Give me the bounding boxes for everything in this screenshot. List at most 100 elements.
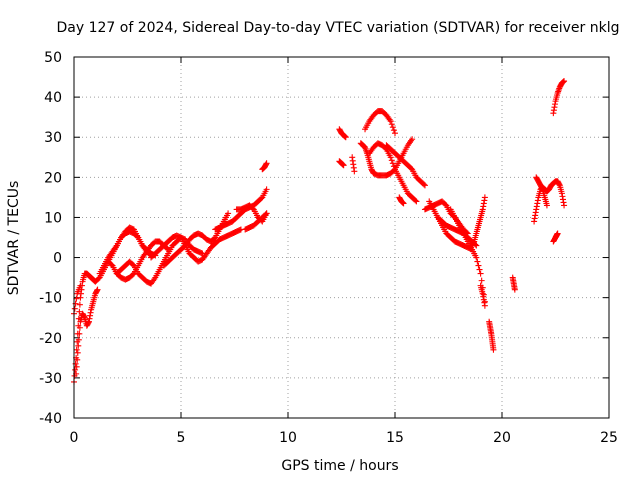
- y-tick-label: -40: [39, 411, 62, 427]
- data-point: [389, 160, 396, 167]
- x-tick-label: 20: [493, 430, 511, 446]
- series-sat-ae: [550, 230, 561, 245]
- data-point: [421, 182, 428, 189]
- data-point: [71, 305, 78, 312]
- series-sat-s: [383, 142, 428, 189]
- data-point: [76, 330, 83, 337]
- series-sat-g: [148, 226, 244, 265]
- data-point: [340, 162, 347, 169]
- y-tick-label: 30: [44, 130, 62, 146]
- data-point: [511, 286, 518, 293]
- data-point: [249, 205, 256, 212]
- data-point: [73, 363, 80, 370]
- data-points: [71, 78, 568, 385]
- series-sat-z: [477, 282, 488, 309]
- data-point: [225, 210, 232, 217]
- data-point: [475, 262, 482, 269]
- data-point: [413, 198, 420, 205]
- data-point: [481, 302, 488, 309]
- data-point: [388, 157, 395, 164]
- data-point: [76, 308, 83, 315]
- data-point: [95, 275, 102, 282]
- data-point: [400, 200, 407, 207]
- data-point: [77, 282, 84, 289]
- y-tick-label: -30: [39, 371, 62, 387]
- axis-ticks: 0 5 10 15 20 25 -40 -30 -20 -10 0 10 20 30 40 50: [39, 50, 618, 446]
- y-tick-label: -10: [39, 291, 62, 307]
- data-point: [73, 346, 80, 353]
- chart-title: Day 127 of 2024, Sidereal Day-to-day VTE…: [57, 20, 620, 36]
- data-point: [72, 366, 79, 373]
- data-point: [94, 286, 101, 293]
- data-point: [442, 201, 449, 208]
- data-point: [474, 258, 481, 265]
- data-point: [263, 186, 270, 193]
- x-tick-label: 5: [177, 430, 186, 446]
- x-axis-label: GPS time / hours: [281, 458, 398, 474]
- data-point: [75, 342, 82, 349]
- series-sat-q: [362, 108, 398, 137]
- series-sat-aa: [486, 318, 497, 353]
- data-point: [164, 245, 171, 252]
- data-point: [74, 356, 81, 363]
- data-point: [74, 349, 81, 356]
- y-tick-label: -20: [39, 331, 62, 347]
- plot-frame: [73, 56, 610, 419]
- x-tick-label: 15: [386, 430, 404, 446]
- data-point: [76, 301, 83, 308]
- data-point: [390, 163, 397, 170]
- data-point: [129, 261, 136, 268]
- series-sat-ad: [533, 174, 550, 209]
- data-point: [392, 130, 398, 137]
- series-sat-af: [550, 78, 568, 117]
- series-sat-ac: [531, 178, 568, 225]
- series-sat-n: [336, 158, 347, 169]
- data-point: [258, 195, 265, 202]
- data-point: [263, 160, 270, 167]
- series-sat-r: [366, 140, 420, 205]
- data-point: [420, 181, 427, 188]
- series-sat-l: [259, 160, 270, 173]
- series-sat-b: [73, 286, 101, 377]
- y-tick-label: 20: [44, 170, 62, 186]
- data-point: [390, 127, 397, 134]
- data-point: [476, 266, 483, 273]
- data-point: [561, 78, 568, 85]
- data-point: [408, 165, 415, 172]
- series-sat-y: [469, 194, 488, 249]
- data-point: [262, 211, 269, 218]
- data-point: [387, 154, 394, 161]
- series-sat-x: [447, 206, 488, 305]
- data-point: [490, 346, 497, 353]
- series-sat-t: [396, 194, 407, 207]
- series-sat-w: [434, 214, 476, 253]
- data-point: [342, 134, 349, 141]
- data-point: [481, 194, 488, 201]
- data-point: [387, 118, 394, 125]
- data-point: [76, 324, 83, 331]
- data-point: [129, 271, 136, 278]
- data-point: [263, 210, 270, 217]
- y-tick-label: 0: [53, 251, 62, 267]
- data-point: [211, 235, 218, 242]
- y-axis-label: SDTVAR / TECUs: [6, 181, 22, 296]
- series-sat-k: [242, 210, 270, 233]
- y-tick-label: 40: [44, 90, 62, 106]
- data-point: [473, 254, 480, 261]
- x-tick-label: 25: [600, 430, 618, 446]
- grid: [74, 57, 609, 418]
- data-point: [75, 336, 82, 343]
- series-sat-o: [349, 154, 358, 175]
- series-sat-m: [336, 126, 349, 141]
- data-point: [561, 202, 568, 209]
- x-tick-label: 10: [279, 430, 297, 446]
- data-point: [554, 230, 561, 237]
- x-tick-label: 0: [70, 430, 79, 446]
- data-point: [388, 121, 395, 128]
- data-point: [543, 202, 550, 209]
- data-point: [351, 168, 358, 175]
- series-sat-ab: [509, 274, 518, 293]
- data-point: [409, 136, 416, 143]
- data-point: [478, 277, 485, 284]
